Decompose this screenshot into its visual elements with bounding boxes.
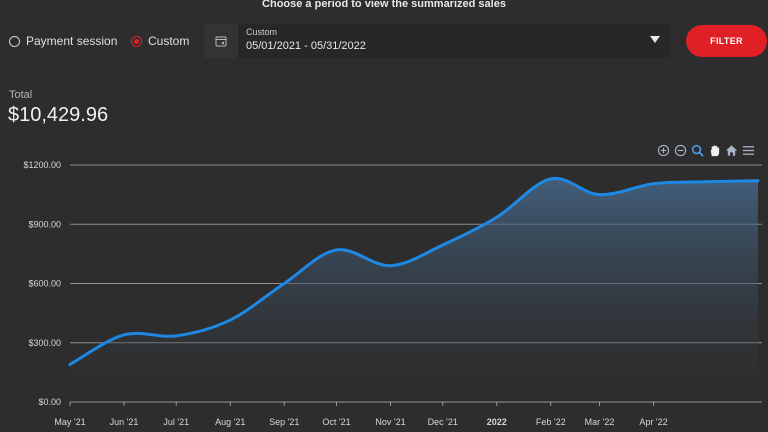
menu-icon[interactable] bbox=[741, 143, 755, 157]
zoom-out-icon[interactable] bbox=[673, 143, 687, 157]
home-icon[interactable] bbox=[724, 143, 738, 157]
chart-toolbar bbox=[656, 143, 755, 157]
x-tick-label: Jun '21 bbox=[110, 417, 139, 427]
x-tick-label: Jul '21 bbox=[163, 417, 189, 427]
y-tick-label: $1200.00 bbox=[23, 160, 61, 170]
y-tick-label: $0.00 bbox=[38, 397, 61, 407]
date-range-select[interactable]: Custom 05/01/2021 - 05/31/2022 bbox=[204, 24, 670, 58]
x-tick-label: Aug '21 bbox=[215, 417, 245, 427]
x-tick-label: Nov '21 bbox=[375, 417, 405, 427]
date-range-label: Custom bbox=[246, 27, 278, 37]
pan-icon[interactable] bbox=[707, 143, 721, 157]
y-tick-label: $300.00 bbox=[28, 338, 61, 348]
total-value: $10,429.96 bbox=[8, 104, 109, 126]
radio-payment-session[interactable]: Payment session bbox=[9, 34, 117, 48]
total-label: Total bbox=[9, 89, 33, 101]
radio-label: Payment session bbox=[26, 34, 118, 48]
radio-circle bbox=[9, 35, 20, 47]
radio-custom[interactable]: Custom bbox=[131, 34, 189, 48]
chevron-down-icon[interactable] bbox=[650, 36, 660, 43]
x-tick-label: May '21 bbox=[54, 417, 85, 427]
x-tick-label: Mar '22 bbox=[585, 417, 615, 427]
x-tick-label: Dec '21 bbox=[428, 417, 458, 427]
x-tick-label: Feb '22 bbox=[536, 417, 566, 427]
page-heading: Choose a period to view the summarized s… bbox=[262, 0, 506, 10]
x-tick-label: Apr '22 bbox=[639, 417, 667, 427]
zoom-select-icon[interactable] bbox=[690, 143, 704, 157]
series-line[interactable] bbox=[68, 176, 760, 366]
calendar-icon bbox=[204, 24, 238, 58]
series-area bbox=[70, 178, 758, 402]
x-tick-label: 2022 bbox=[487, 417, 507, 427]
y-tick-label: $600.00 bbox=[28, 279, 61, 289]
zoom-in-icon[interactable] bbox=[656, 143, 670, 157]
filter-button[interactable]: FILTER bbox=[686, 25, 767, 57]
sales-area-chart: $0.00 $300.00 $600.00 $900.00 $1200.00 May '2… bbox=[23, 160, 762, 427]
x-tick-label: Oct '21 bbox=[322, 417, 350, 427]
y-tick-label: $900.00 bbox=[28, 219, 61, 229]
radio-circle bbox=[131, 35, 142, 47]
radio-label: Custom bbox=[148, 34, 190, 48]
date-range-value: 05/01/2021 - 05/31/2022 bbox=[246, 40, 366, 52]
period-controls: Payment session Custom Custom 05/01/2021… bbox=[0, 24, 768, 60]
x-tick-label: Sep '21 bbox=[269, 417, 299, 427]
